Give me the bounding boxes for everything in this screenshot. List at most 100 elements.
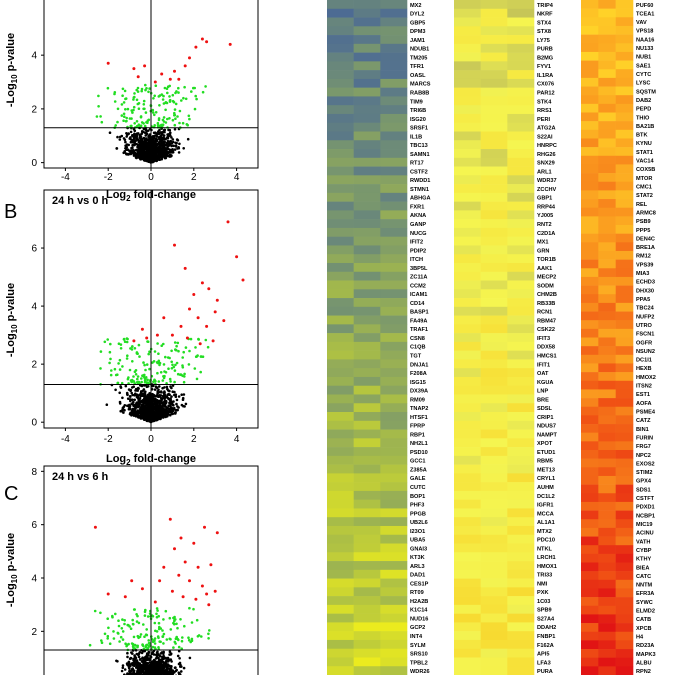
data-point bbox=[170, 360, 173, 364]
data-point bbox=[167, 128, 170, 132]
heatmap-cell bbox=[327, 490, 354, 500]
heatmap-cell bbox=[581, 173, 599, 183]
heatmap-cell bbox=[327, 473, 354, 483]
y-tick-label: 2 bbox=[31, 360, 37, 371]
heatmap-cell bbox=[353, 254, 381, 264]
gene-label: ATG2A bbox=[537, 126, 556, 132]
data-point bbox=[181, 356, 184, 359]
heatmap-cell bbox=[581, 510, 599, 520]
gene-label: RNT2 bbox=[537, 222, 552, 228]
heatmap-cell bbox=[454, 499, 481, 509]
data-point bbox=[135, 98, 139, 102]
heatmap-cell bbox=[615, 216, 634, 226]
data-point bbox=[161, 401, 165, 405]
heatmap-cell bbox=[480, 149, 508, 159]
gene-label: NDUS7 bbox=[537, 424, 556, 430]
heatmap-cell bbox=[480, 368, 508, 378]
data-point bbox=[140, 87, 144, 91]
data-point bbox=[184, 402, 188, 406]
data-point bbox=[139, 406, 142, 410]
data-point bbox=[153, 350, 157, 353]
gene-label: STK4 bbox=[537, 99, 552, 105]
data-point bbox=[153, 388, 157, 391]
data-point bbox=[138, 667, 141, 670]
heatmap-cell bbox=[380, 236, 408, 246]
data-point bbox=[137, 655, 141, 659]
data-point bbox=[162, 661, 166, 664]
heatmap-cell bbox=[380, 157, 408, 167]
heatmap-cell bbox=[615, 173, 634, 183]
heatmap-cell bbox=[615, 95, 634, 105]
heatmap-cell bbox=[380, 315, 408, 325]
heatmap-cell bbox=[480, 631, 508, 641]
data-point bbox=[156, 391, 160, 395]
data-point bbox=[151, 667, 155, 671]
data-point bbox=[165, 87, 169, 90]
heatmap-cell bbox=[480, 639, 508, 650]
data-point bbox=[119, 635, 123, 639]
heatmap-cell bbox=[480, 403, 508, 413]
heatmap-cell bbox=[353, 552, 381, 562]
heatmap-cell bbox=[507, 429, 535, 439]
heatmap-cell bbox=[581, 354, 599, 364]
data-point bbox=[145, 412, 148, 415]
data-point bbox=[164, 101, 168, 104]
data-point bbox=[119, 409, 122, 413]
heatmap-cell bbox=[380, 394, 408, 404]
heatmap-cell bbox=[353, 52, 381, 62]
gene-label: PSB9 bbox=[636, 219, 651, 225]
heatmap-cell bbox=[598, 432, 616, 442]
heatmap-cell bbox=[327, 298, 354, 308]
data-point bbox=[158, 405, 161, 409]
heatmap-cell bbox=[454, 368, 481, 378]
gene-label: FRG7 bbox=[636, 444, 651, 450]
data-point bbox=[132, 380, 136, 383]
gene-label: NTKL bbox=[537, 546, 552, 552]
data-point bbox=[93, 609, 97, 613]
data-point bbox=[158, 654, 162, 658]
data-point bbox=[142, 107, 145, 111]
heatmap-cell bbox=[353, 315, 381, 325]
data-point bbox=[168, 95, 171, 98]
heatmap-cell bbox=[327, 394, 354, 404]
heatmap-cell bbox=[353, 157, 381, 167]
heatmap-cell bbox=[353, 43, 381, 53]
heatmap-cell bbox=[507, 245, 535, 255]
data-point bbox=[156, 132, 159, 136]
data-point bbox=[147, 395, 150, 398]
heatmap-cell bbox=[327, 280, 354, 290]
heatmap-cell bbox=[581, 294, 599, 304]
heatmap-cell bbox=[454, 306, 481, 316]
data-point bbox=[158, 416, 162, 420]
heatmap-cell bbox=[507, 140, 535, 150]
gene-label: NKRF bbox=[537, 12, 553, 18]
heatmap-cell bbox=[454, 219, 481, 229]
heatmap-cell bbox=[353, 447, 381, 457]
gene-label: DEN4C bbox=[636, 236, 655, 242]
data-point bbox=[153, 143, 157, 146]
data-point bbox=[162, 342, 165, 346]
data-point bbox=[143, 656, 147, 659]
heatmap-cell bbox=[327, 455, 354, 465]
heatmap-cell bbox=[454, 26, 481, 36]
data-point bbox=[199, 355, 203, 358]
heatmap-cell bbox=[480, 8, 508, 18]
heatmap-cell bbox=[380, 455, 408, 465]
data-point bbox=[175, 361, 179, 365]
heatmap-cell bbox=[454, 70, 481, 80]
heatmap-cell bbox=[380, 324, 408, 334]
data-point bbox=[161, 151, 164, 154]
heatmap-cell bbox=[615, 493, 634, 503]
gene-label: CATC bbox=[636, 574, 651, 580]
heatmap-cell bbox=[353, 455, 381, 465]
data-point bbox=[153, 94, 156, 98]
data-point bbox=[170, 154, 173, 157]
heatmap-cell bbox=[507, 35, 535, 45]
heatmap-cell bbox=[480, 236, 508, 246]
heatmap-cell bbox=[507, 648, 535, 658]
heatmap-cell bbox=[615, 17, 634, 27]
gene-label: RB33B bbox=[537, 301, 555, 307]
significant-point bbox=[185, 336, 189, 340]
heatmap-cell bbox=[480, 438, 508, 448]
data-point bbox=[173, 619, 176, 623]
